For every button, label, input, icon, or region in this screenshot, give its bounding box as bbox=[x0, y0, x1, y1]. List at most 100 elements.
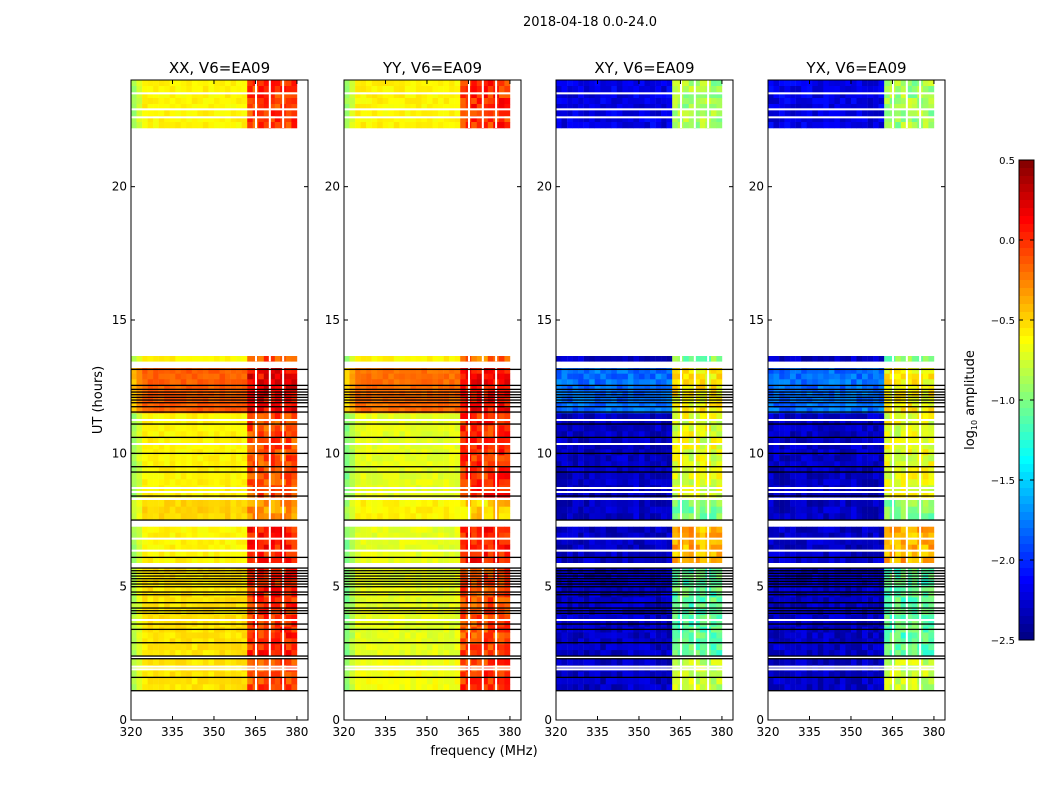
heatmap-cell bbox=[471, 597, 477, 604]
heatmap-cell bbox=[644, 443, 651, 450]
heatmap-cell bbox=[498, 644, 505, 651]
heatmap-cell bbox=[427, 461, 433, 468]
heatmap-cell bbox=[438, 443, 444, 450]
heatmap-cell bbox=[399, 506, 406, 514]
heatmap-cell bbox=[600, 449, 607, 456]
heatmap-cell bbox=[683, 407, 689, 414]
heatmap-cell bbox=[241, 116, 248, 123]
heatmap-cell bbox=[404, 538, 411, 545]
heatmap-cell bbox=[269, 390, 276, 397]
heatmap-cell bbox=[421, 116, 428, 123]
heatmap-cell bbox=[355, 609, 361, 616]
heatmap-cell bbox=[567, 443, 573, 450]
heatmap-cell bbox=[258, 544, 264, 551]
heatmap-cell bbox=[371, 614, 378, 622]
heatmap-cell bbox=[498, 104, 505, 111]
heatmap-cell bbox=[487, 597, 494, 604]
heatmap-cell bbox=[415, 513, 422, 521]
heatmap-cell bbox=[258, 614, 264, 622]
heatmap-cell bbox=[710, 532, 717, 539]
heatmap-cell bbox=[263, 413, 270, 420]
heatmap-cell bbox=[427, 579, 433, 586]
heatmap-cell bbox=[164, 632, 170, 639]
heatmap-cell bbox=[393, 532, 400, 539]
heatmap-cell bbox=[415, 390, 422, 397]
heatmap-cell bbox=[556, 356, 562, 362]
heatmap-cell bbox=[460, 579, 466, 586]
heatmap-cell bbox=[622, 396, 629, 403]
heatmap-cell bbox=[247, 506, 253, 514]
flagged-channel bbox=[268, 413, 271, 498]
heatmap-cell bbox=[142, 579, 148, 586]
heatmap-cell bbox=[274, 104, 281, 111]
heatmap-cell bbox=[666, 122, 673, 129]
heatmap-cell bbox=[589, 104, 595, 111]
heatmap-cell bbox=[561, 538, 568, 545]
heatmap-cell bbox=[377, 671, 383, 679]
heatmap-cell bbox=[666, 402, 673, 408]
heatmap-cell bbox=[164, 98, 170, 105]
heatmap-cell bbox=[639, 80, 645, 87]
heatmap-cell bbox=[504, 104, 511, 111]
heatmap-cell bbox=[344, 461, 350, 468]
heatmap-cell bbox=[399, 479, 406, 486]
heatmap-cell bbox=[153, 104, 159, 111]
heatmap-cell bbox=[454, 419, 461, 426]
heatmap-cell bbox=[136, 461, 143, 468]
heatmap-cell bbox=[366, 658, 372, 666]
heatmap-cell bbox=[556, 425, 562, 432]
heatmap-cell bbox=[666, 461, 673, 468]
heatmap-cell bbox=[410, 532, 417, 539]
heatmap-cell bbox=[616, 385, 623, 391]
heatmap-cell bbox=[180, 92, 187, 99]
heatmap-cell bbox=[622, 356, 629, 362]
heatmap-cell bbox=[136, 443, 143, 450]
heatmap-cell bbox=[225, 638, 231, 645]
heatmap-cell bbox=[404, 573, 411, 581]
heatmap-cell bbox=[269, 467, 276, 474]
heatmap-cell bbox=[197, 116, 204, 123]
heatmap-cell bbox=[175, 658, 182, 666]
flagged-channel bbox=[693, 80, 696, 128]
flagged-channel bbox=[481, 568, 484, 656]
heatmap-cell bbox=[191, 658, 198, 666]
heatmap-cell bbox=[672, 80, 678, 87]
heatmap-cell bbox=[153, 603, 159, 610]
heatmap-cell bbox=[487, 677, 494, 685]
heatmap-cell bbox=[611, 425, 618, 432]
heatmap-cell bbox=[622, 368, 629, 374]
heatmap-cell bbox=[427, 532, 433, 539]
heatmap-cell bbox=[471, 98, 477, 105]
heatmap-cell bbox=[572, 467, 579, 474]
heatmap-cell bbox=[258, 479, 264, 486]
heatmap-cell bbox=[366, 684, 372, 691]
heatmap-cell bbox=[399, 92, 406, 99]
heatmap-cell bbox=[460, 437, 466, 444]
heatmap-cell bbox=[366, 544, 372, 551]
heatmap-cell bbox=[567, 455, 573, 462]
heatmap-cell bbox=[180, 402, 187, 408]
heatmap-cell bbox=[694, 368, 701, 374]
heatmap-cell bbox=[716, 473, 723, 480]
heatmap-cell bbox=[197, 104, 204, 111]
heatmap-cell bbox=[594, 92, 601, 99]
heatmap-cell bbox=[438, 597, 444, 604]
heatmap-cell bbox=[438, 80, 444, 87]
heatmap-cell bbox=[716, 402, 723, 408]
heatmap-cell bbox=[191, 385, 198, 391]
heatmap-cell bbox=[471, 473, 477, 480]
heatmap-cell bbox=[393, 585, 400, 592]
flagged-channel bbox=[495, 356, 498, 362]
heatmap-cell bbox=[578, 385, 584, 391]
heatmap-cell bbox=[683, 544, 689, 551]
heatmap-cell bbox=[175, 677, 182, 685]
heatmap-cell bbox=[142, 425, 148, 432]
heatmap-cell bbox=[443, 473, 450, 480]
flag-black-line bbox=[344, 391, 521, 393]
heatmap-cell bbox=[482, 538, 489, 545]
heatmap-cell bbox=[291, 122, 298, 129]
heatmap-cell bbox=[349, 677, 356, 685]
heatmap-cell bbox=[169, 379, 176, 386]
heatmap-cell bbox=[360, 437, 367, 444]
heatmap-cell bbox=[661, 407, 667, 414]
